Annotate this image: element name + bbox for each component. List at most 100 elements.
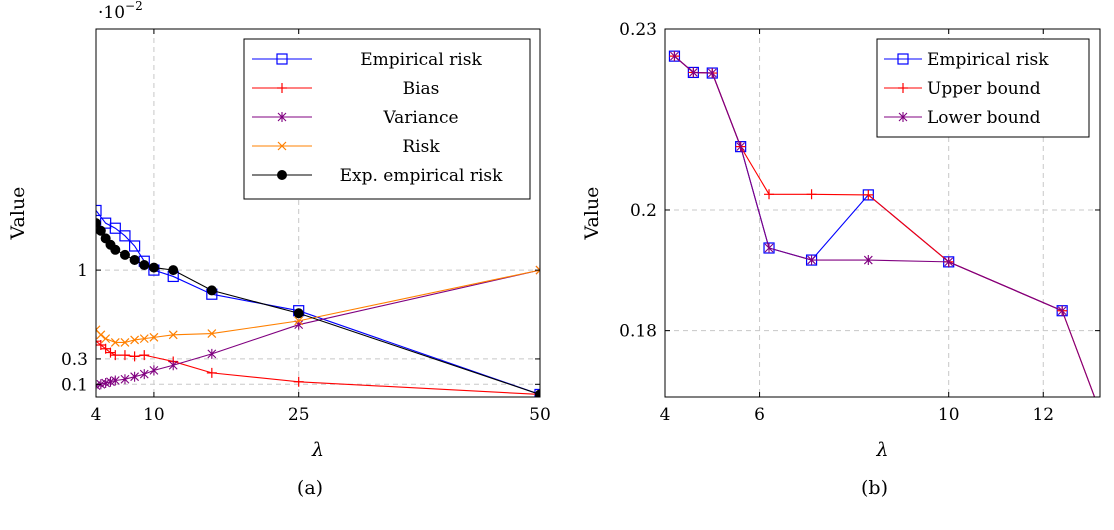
y-tick-label: 0.23: [619, 20, 657, 40]
x-tick-label: 4: [91, 405, 102, 425]
y-tick-label: 0.2: [630, 201, 657, 221]
data-point: [688, 67, 698, 78]
legend-swatch-marker: [276, 53, 288, 65]
x-tick-label: 12: [1032, 405, 1054, 425]
legend-entry: Exp. empirical risk: [340, 166, 504, 186]
legend-entry: Lower bound: [927, 108, 1041, 128]
data-point: [139, 334, 149, 344]
legend-swatch-marker: [277, 170, 287, 180]
legend-swatch-marker: [898, 83, 908, 93]
data-point: [1096, 406, 1104, 416]
x-tick-label: 10: [938, 405, 960, 425]
legend-entry: Risk: [402, 137, 440, 157]
data-point: [863, 255, 873, 266]
data-point: [129, 240, 141, 252]
data-point: [119, 249, 130, 260]
series-group: [96, 204, 540, 397]
axis-exponent-base: ·10: [98, 3, 125, 23]
x-axis-label: λ: [875, 439, 888, 461]
data-point: [1057, 305, 1067, 316]
x-tick-label: 25: [288, 405, 310, 425]
data-point: [130, 335, 140, 345]
series-line-2: [96, 269, 540, 387]
data-point: [96, 330, 106, 340]
legend: Empirical risk Upper bound Lower bound: [876, 38, 1090, 138]
chart-panel-a: 4 10 25 50 0.1 0.3 1 λ Value (a) ·10−2 Empirical ri…: [7, 0, 551, 499]
series-group: [668, 50, 1105, 416]
data-point: [535, 265, 540, 275]
legend-swatch-marker: [898, 112, 908, 122]
data-point: [294, 316, 304, 326]
data-point: [110, 244, 121, 255]
legend-entry: Bias: [403, 79, 440, 99]
data-point: [139, 369, 149, 380]
x-tick-label: 50: [529, 405, 551, 425]
data-point: [168, 330, 178, 340]
data-point: [110, 338, 120, 347]
data-point: [119, 350, 130, 361]
data-point: [736, 141, 746, 152]
series-line-0: [96, 210, 540, 395]
data-point: [129, 351, 140, 362]
panel-caption: (b): [861, 477, 888, 499]
data-point: [764, 242, 774, 253]
data-point: [207, 348, 217, 359]
legend-box: [243, 38, 531, 200]
data-point: [109, 222, 121, 234]
series-line-3: [96, 269, 540, 343]
data-point: [206, 367, 217, 378]
legend-entry: Variance: [382, 108, 458, 128]
x-tick-label: 4: [660, 405, 671, 425]
data-point: [944, 256, 954, 267]
y-tick-label: 0.1: [61, 375, 88, 395]
data-point: [148, 262, 159, 273]
data-point: [96, 218, 101, 229]
data-point: [207, 329, 217, 338]
axis-exponent-label: ·10−2: [98, 0, 143, 23]
data-point: [168, 360, 178, 371]
legend-swatch-marker: [897, 53, 909, 65]
data-point: [96, 336, 101, 347]
y-tick-label: 0.18: [619, 322, 657, 342]
data-point: [119, 230, 131, 242]
legend: Empirical risk Bias Variance Risk Exp. empir…: [243, 38, 531, 200]
axes-frame: [664, 28, 1101, 398]
x-tick-label: 6: [754, 405, 765, 425]
legend-swatch-marker: [277, 141, 287, 151]
data-point: [168, 265, 179, 276]
y-axis-label: Value: [581, 187, 603, 241]
data-point: [806, 189, 817, 200]
data-point: [105, 347, 116, 358]
series-line-4: [96, 222, 540, 395]
data-point: [96, 204, 102, 217]
legend-entry: Upper bound: [927, 79, 1041, 99]
y-axis-label: Value: [7, 187, 29, 241]
y-tick-label: 1: [77, 261, 88, 281]
data-point: [293, 308, 304, 319]
chart-panel-b: 4 6 10 12 0.18 0.2 0.23 λ Value (b) Empirical risk…: [581, 20, 1105, 499]
data-point: [670, 51, 679, 62]
x-tick-label: 10: [143, 405, 165, 425]
data-point: [110, 350, 121, 361]
x-axis-label: λ: [311, 439, 324, 461]
axes-frame: [95, 28, 541, 398]
y-tick-label: 0.3: [61, 350, 88, 370]
data-point: [149, 332, 159, 342]
legend-entry: Empirical risk: [927, 50, 1049, 70]
data-point: [120, 374, 130, 385]
data-point: [293, 376, 304, 387]
data-point: [130, 371, 139, 382]
legend-entry: Empirical risk: [360, 50, 482, 70]
data-point: [1095, 406, 1105, 416]
legend-swatch-marker: [277, 112, 287, 122]
data-point: [863, 189, 874, 200]
axis-exponent-power: −2: [125, 0, 143, 13]
panel-caption: (a): [297, 477, 323, 499]
legend-swatch-marker: [277, 83, 287, 93]
data-point: [139, 260, 150, 271]
data-point: [707, 68, 717, 79]
data-point: [129, 254, 140, 265]
data-point: [149, 365, 159, 376]
data-point: [764, 189, 775, 200]
